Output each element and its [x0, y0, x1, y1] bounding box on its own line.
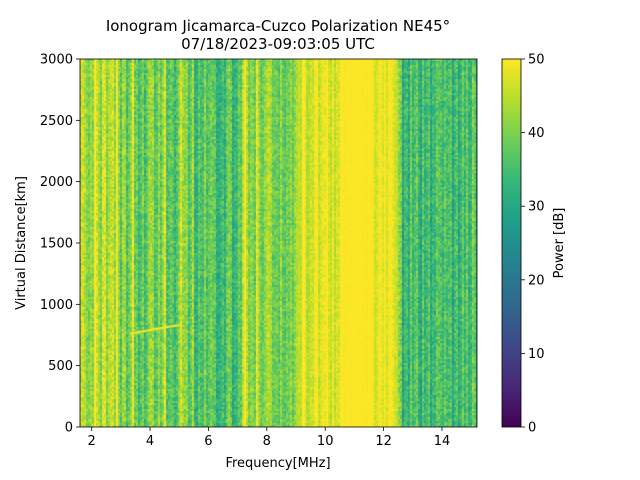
x-tick-label: 8: [263, 434, 271, 449]
colorbar-tick-label: 50: [528, 53, 545, 68]
y-tick-label: 1500: [40, 237, 73, 252]
colorbar-tick-label: 10: [528, 347, 545, 362]
y-axis: 0 500 1000 1500 2000 2500 3000: [40, 53, 80, 436]
x-tick-label: 10: [317, 434, 334, 449]
y-tick-label: 2000: [40, 175, 73, 190]
y-tick-label: 2500: [40, 114, 73, 129]
chart-subtitle: 07/18/2023-09:03:05 UTC: [181, 35, 375, 53]
y-tick-label: 3000: [40, 53, 73, 68]
colorbar-fill: [501, 58, 522, 428]
colorbar-tick-label: 20: [528, 273, 545, 288]
chart-title: Ionogram Jicamarca-Cuzco Polarization NE…: [106, 17, 450, 35]
colorbar-tick-label: 30: [528, 200, 545, 215]
x-tick-label: 4: [146, 434, 154, 449]
plot-frame: [79, 58, 478, 428]
y-tick-label: 1000: [40, 298, 73, 313]
colorbar: 0 10 20 30 40 50: [501, 53, 545, 436]
y-axis-label: Virtual Distance[km]: [14, 176, 29, 310]
colorbar-label: Power [dB]: [552, 208, 567, 279]
heatmap-canvas: [80, 59, 477, 427]
x-tick-label: 14: [434, 434, 451, 449]
y-tick-label: 500: [48, 359, 73, 374]
x-tick-label: 2: [88, 434, 96, 449]
x-axis-label: Frequency[MHz]: [225, 456, 330, 471]
heatmap-raster: [80, 59, 477, 427]
colorbar-tick-label: 0: [528, 421, 536, 436]
x-tick-label: 6: [204, 434, 212, 449]
y-tick-label: 0: [65, 421, 73, 436]
colorbar-tick-label: 40: [528, 126, 545, 141]
x-axis: 2 4 6 8 10 12 14: [88, 427, 451, 449]
x-tick-label: 12: [375, 434, 392, 449]
